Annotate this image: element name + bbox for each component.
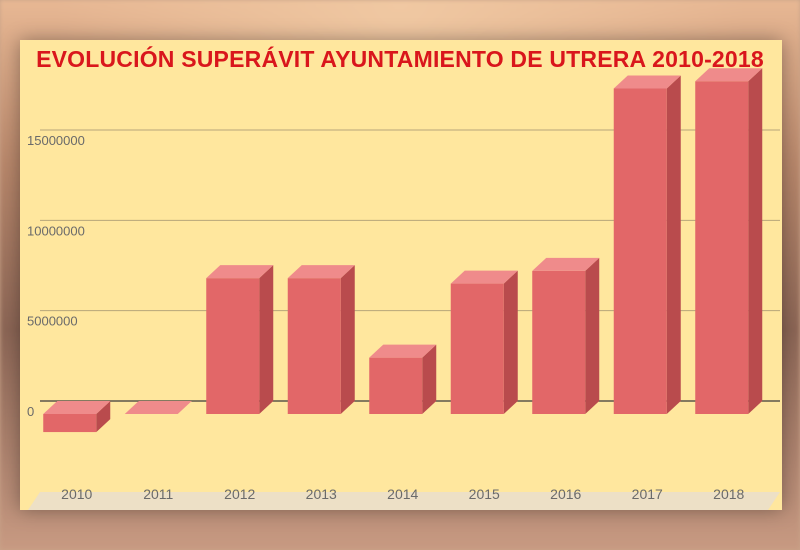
x-tick-label: 2017 [632,486,663,502]
bar-front [206,278,260,414]
y-axis: 0 5000000 10000000 15000000 [27,133,85,419]
bar-top [43,401,111,414]
bar [43,401,111,433]
y-tick-label: 10000000 [27,223,85,238]
bar-top [124,401,192,414]
bar-side [585,257,600,414]
x-axis: 2010 2011 2012 2013 2014 2015 2016 2017 2018 [61,486,744,502]
bar-front [369,357,423,414]
chart-floor [28,492,780,510]
x-tick-label: 2014 [387,486,418,502]
bar-top [450,270,518,284]
bars [43,68,763,433]
bar-top [532,257,600,271]
bar [206,265,274,414]
bar-side [259,265,274,414]
y-tick-label: 5000000 [27,314,78,329]
bar [124,401,192,414]
bar [450,270,518,414]
bar-side [748,68,763,414]
bar-side [666,75,681,415]
bar [695,68,763,414]
y-tick-label: 15000000 [27,133,85,148]
x-tick-label: 2010 [61,486,92,502]
x-tick-label: 2012 [224,486,255,502]
bar-top [287,265,355,279]
y-tick-label: 0 [27,404,34,419]
x-tick-label: 2016 [550,486,581,502]
bar [613,75,681,415]
bar-side [340,265,355,414]
bar-front [450,283,504,414]
bar-top [613,75,681,89]
bar-side [96,401,111,433]
bar-front [695,81,749,414]
bar-front [532,270,586,414]
bar-side [422,344,437,414]
chart-title: EVOLUCIÓN SUPERÁVIT AYUNTAMIENTO DE UTRE… [36,46,764,72]
bar-top [369,344,437,358]
bar [532,257,600,414]
bar [287,265,355,414]
bar-top [695,68,763,82]
bar-front [43,414,97,433]
x-tick-label: 2013 [306,486,337,502]
bar [369,344,437,414]
bar-front [287,278,341,414]
x-tick-label: 2015 [469,486,500,502]
x-tick-label: 2011 [143,486,173,502]
bar-top [206,265,274,279]
bar-front [613,88,667,415]
x-tick-label: 2018 [713,486,744,502]
bar-side [503,270,518,414]
